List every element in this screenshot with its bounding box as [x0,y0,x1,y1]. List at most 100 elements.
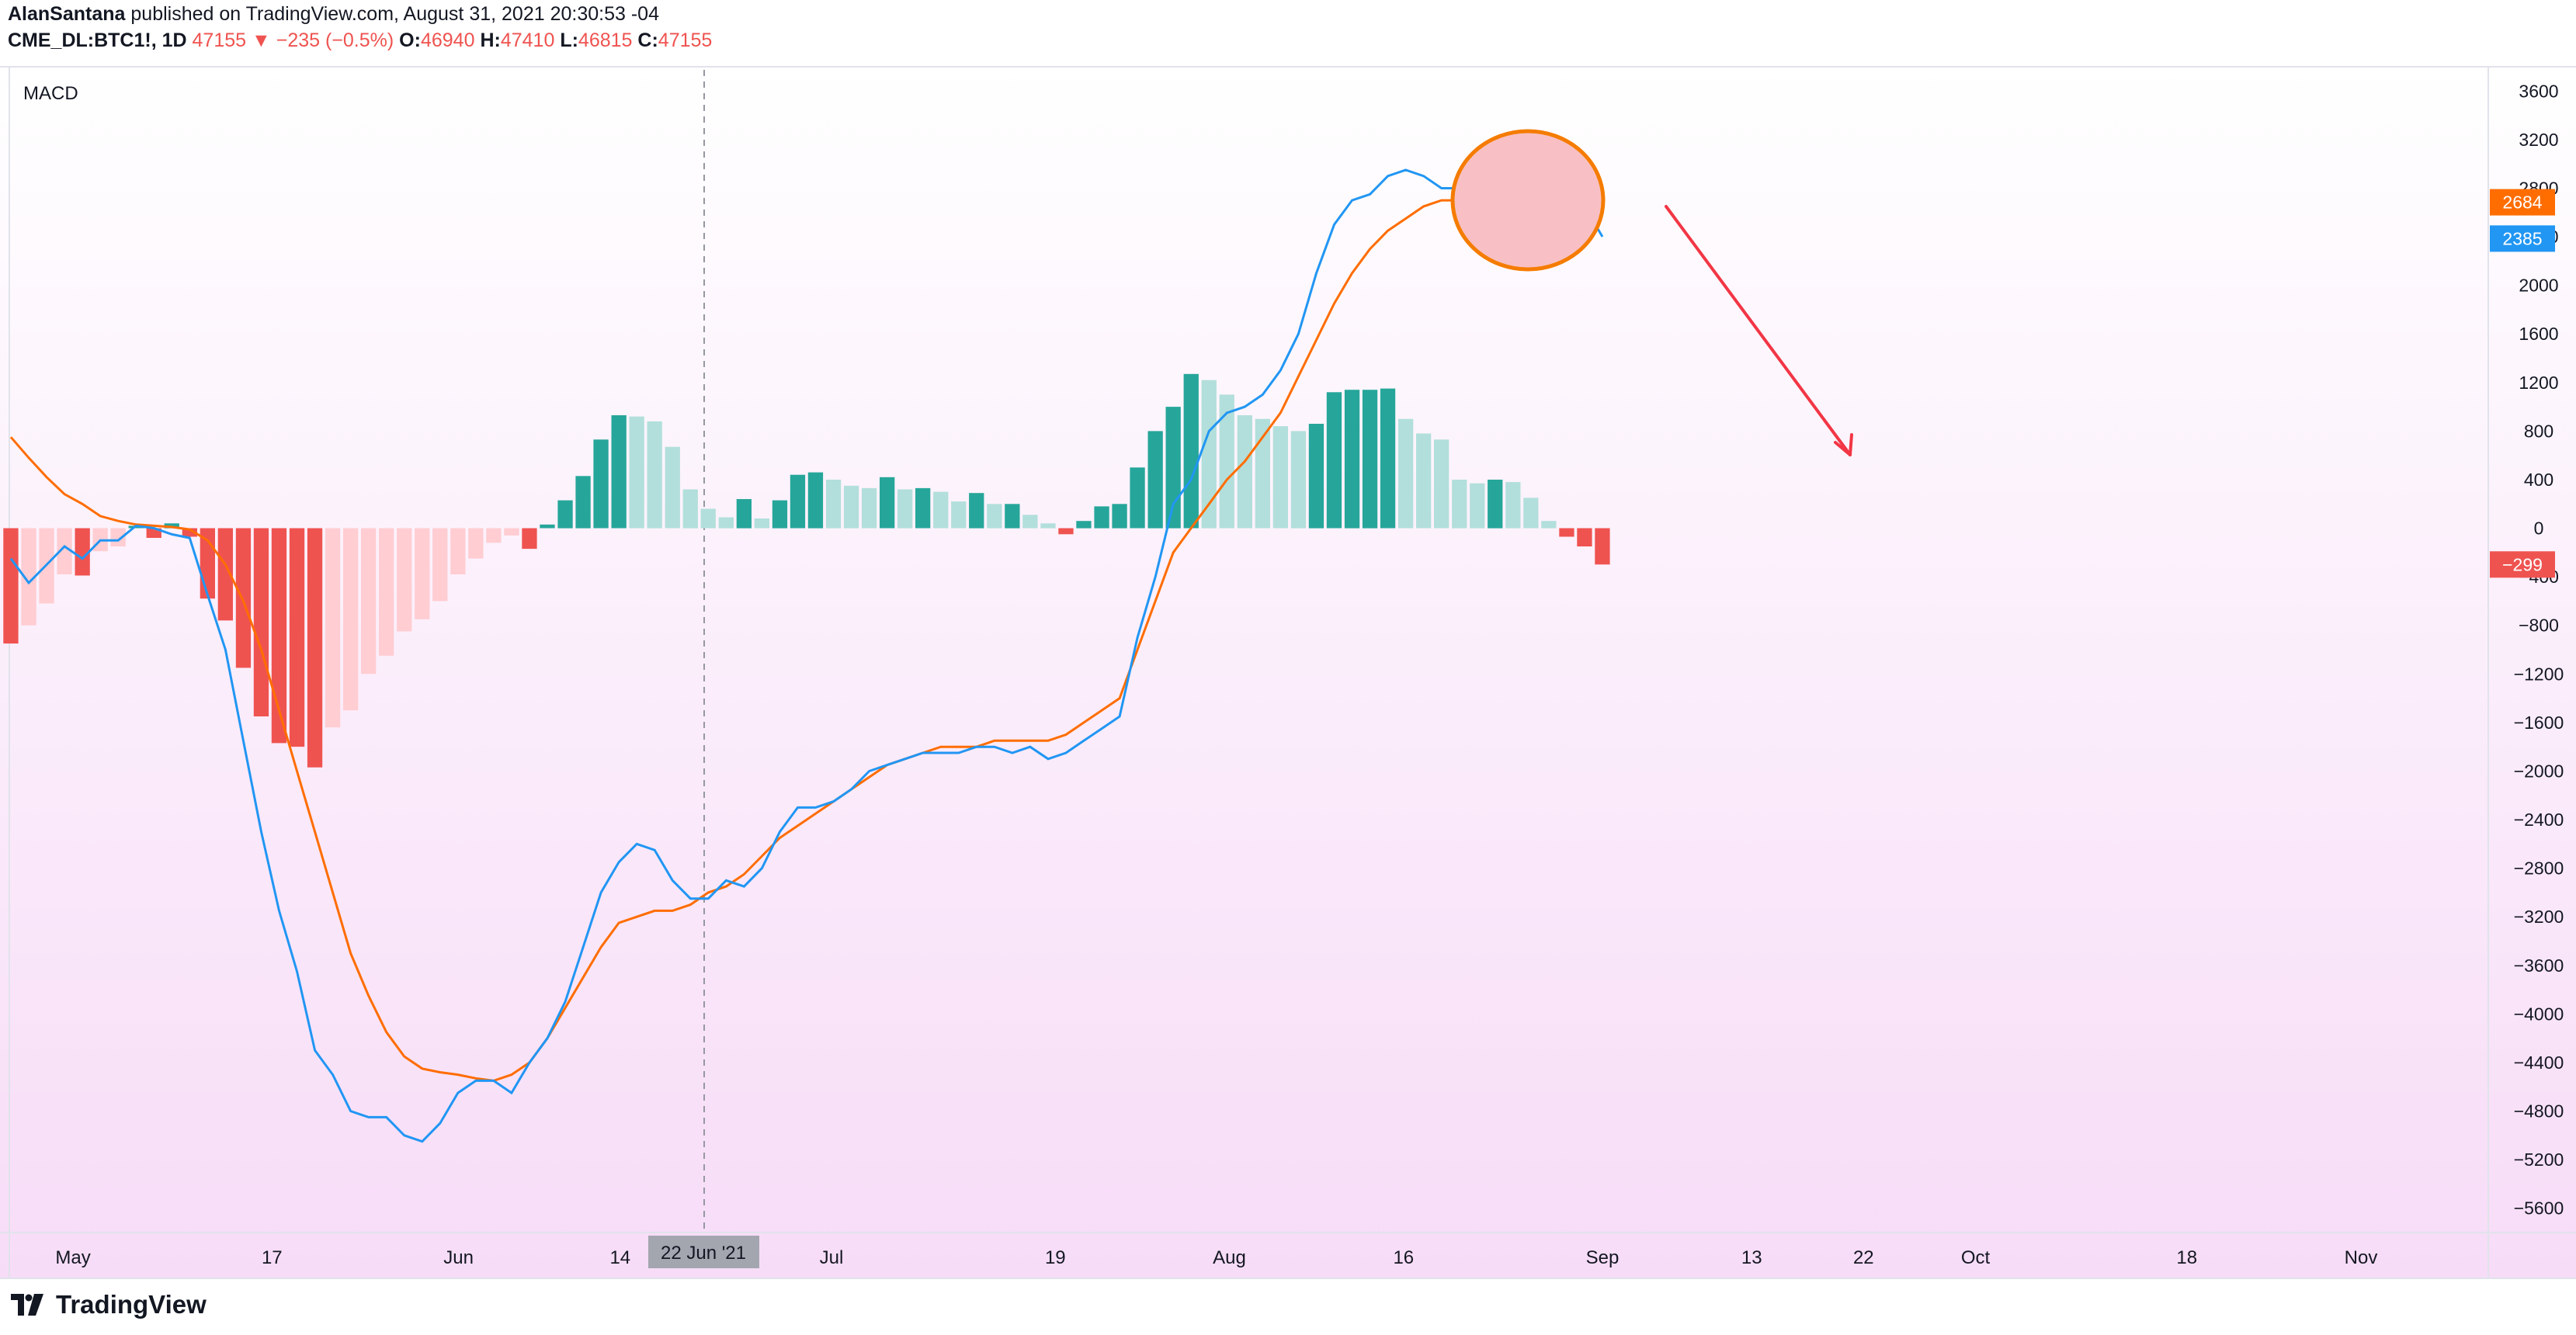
histogram-bar [486,528,502,543]
histogram-bar [1488,480,1503,529]
histogram-bar [1398,418,1414,529]
histogram-bar [1595,528,1610,565]
indicator-label[interactable]: MACD [23,83,78,104]
signal-value-badge: 2684 [2490,189,2555,216]
footer-logo[interactable]: TradingView [11,1290,207,1319]
histogram-bar [200,528,215,599]
x-tick-label: 18 [2176,1247,2197,1268]
macd-line [9,156,1604,1143]
histogram-bar [682,489,698,529]
x-tick-label: May [55,1247,90,1268]
histogram-bar [1290,431,1307,529]
histogram-bar [1219,394,1234,529]
histogram-series [3,373,1610,768]
published-text: published on TradingView.com, August 31,… [130,3,659,25]
histogram-bar [1147,431,1163,529]
histogram-bar [593,439,609,529]
open-label: O: [399,29,421,51]
histogram-bar [1022,515,1038,529]
y-tick-label: −4800 [2514,1101,2564,1122]
histogram-bar [1308,424,1324,529]
histogram-bar [665,446,680,529]
histogram-bar [951,501,967,529]
macd-value-badge: 2385 [2490,225,2555,252]
symbol-legend: CME_DL:BTC1!, 1D 47155 ▼ −235 (−0.5%) O:… [8,29,712,52]
histogram-bar [1005,504,1020,529]
histogram-value-badge: −299 [2490,551,2555,578]
histogram-bar [969,493,984,529]
histogram-bar [3,528,19,644]
y-tick-label: 3600 [2519,81,2558,101]
publisher-name[interactable]: AlanSantana [8,3,126,25]
low-label: L: [560,29,578,51]
y-tick-label: −4400 [2514,1052,2564,1073]
histogram-bar [1165,407,1181,529]
close-label: C: [637,29,658,51]
highlight-circle [1450,129,1606,272]
down-arrow [1665,205,1853,456]
symbol-name[interactable]: CME_DL:BTC1!, 1D [8,29,187,51]
publish-info: AlanSantana published on TradingView.com… [8,3,659,26]
histogram-bar [110,528,126,546]
histogram-bar [1112,504,1127,529]
histogram-bar [361,528,377,674]
histogram-bar [1094,506,1109,529]
histogram-bar [217,528,233,621]
y-tick-label: 800 [2524,421,2553,441]
x-tick-label: Aug [1213,1247,1246,1268]
histogram-bar [1362,390,1378,529]
histogram-bar [933,491,949,529]
histogram-bar [1434,439,1449,529]
y-tick-label: −2800 [2514,858,2564,879]
y-tick-label: −1200 [2514,664,2564,684]
histogram-bar [343,528,359,711]
histogram-bar [379,528,394,656]
histogram-bar [1255,418,1270,529]
histogram-bar [807,472,824,529]
histogram-bar [629,416,644,529]
histogram-bar [1505,482,1521,529]
histogram-bar [1201,380,1217,529]
histogram-bar [1470,483,1485,529]
histogram-bar [432,528,448,602]
last-value-badges: 2684 2385 −299 [2490,189,2555,578]
histogram-bar [1326,392,1342,529]
histogram-bar [1523,498,1539,529]
histogram-value-badge-text: −299 [2502,554,2543,574]
x-tick-label: 17 [262,1247,283,1268]
x-tick-label: 16 [1393,1247,1414,1268]
histogram-bar [647,421,662,529]
signal-value-badge-text: 2684 [2502,192,2542,213]
y-tick-label: 3200 [2519,130,2558,150]
histogram-bar [1577,528,1592,546]
histogram-bar [1416,433,1432,529]
plot-background [0,67,2576,1278]
y-tick-label: −2000 [2514,761,2564,782]
histogram-bar [164,523,179,529]
histogram-bar [718,517,734,529]
down-triangle-icon: ▼ [252,29,271,51]
histogram-bar [915,487,931,529]
y-tick-label: 1200 [2519,373,2558,393]
crosshair-date-text: 22 Jun '21 [661,1243,746,1264]
histogram-bar [182,528,197,537]
price-change: −235 (−0.5%) [276,29,394,51]
x-tick-label: 14 [609,1247,630,1268]
histogram-bar [522,528,537,550]
histogram-bar [1183,373,1199,529]
histogram-bar [772,500,788,529]
y-tick-label: −4000 [2514,1004,2564,1024]
histogram-bar [271,528,287,744]
low-value: 46815 [578,29,633,51]
histogram-bar [987,504,1002,529]
x-tick-label: Oct [1961,1247,1991,1268]
y-tick-label: 0 [2534,518,2544,539]
histogram-bar [1272,426,1288,529]
close-value: 47155 [658,29,713,51]
y-tick-label: 400 [2524,470,2553,490]
x-tick-label: 19 [1045,1247,1066,1268]
high-value: 47410 [500,29,555,51]
histogram-bar [754,518,769,529]
time-axis[interactable]: May 17 Jun 14 Jul 19 Aug 16 Sep 13 22 Oct 18 Nov [55,1247,2377,1268]
